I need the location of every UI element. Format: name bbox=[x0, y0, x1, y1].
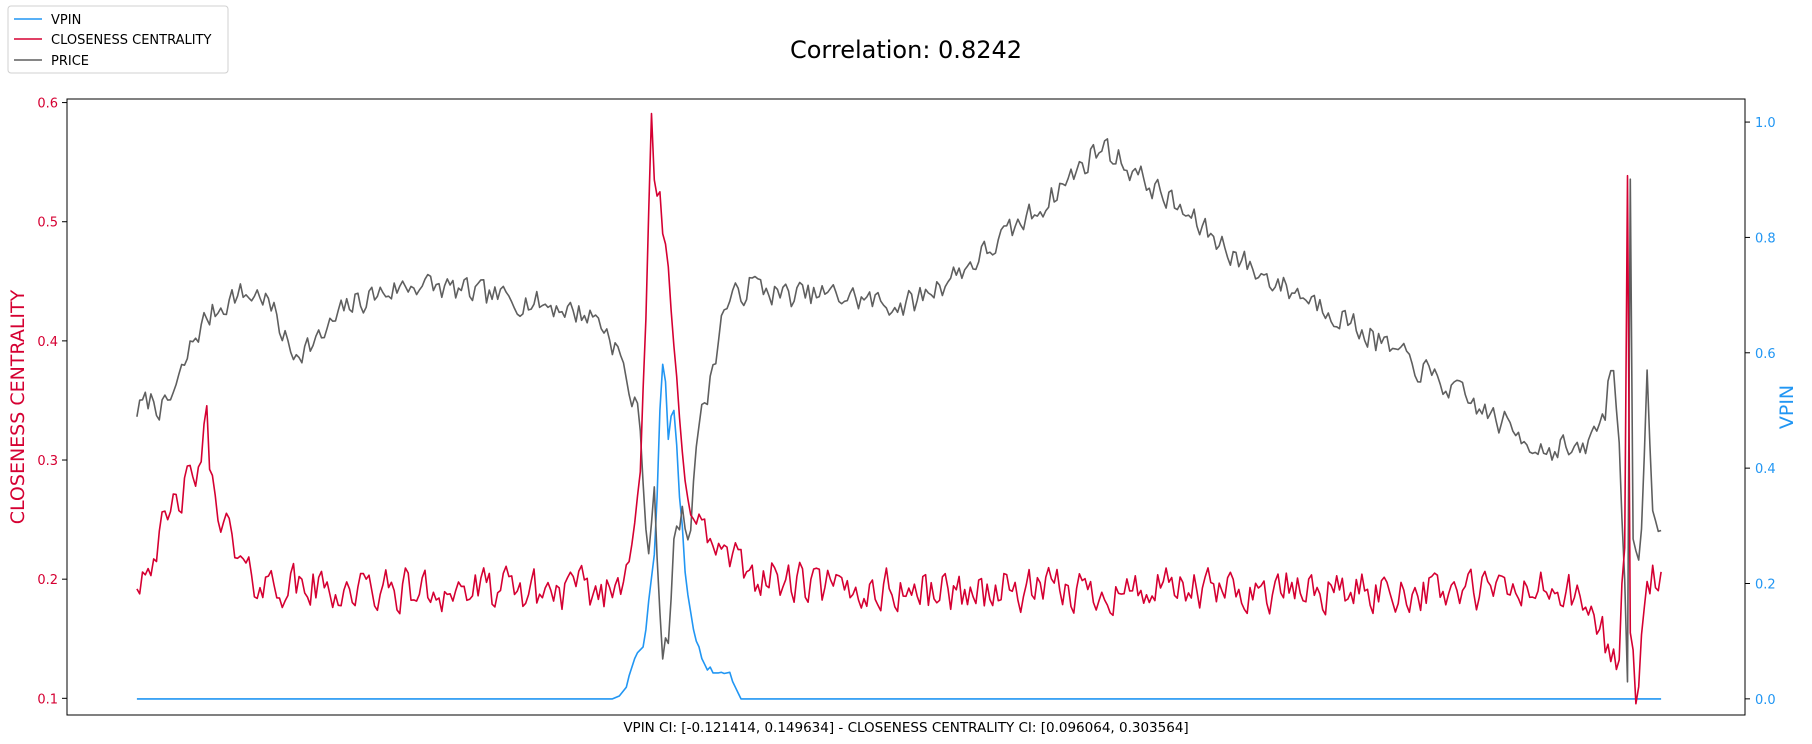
right-axis-label: VPIN bbox=[1776, 385, 1798, 429]
right-tick-label: 0.0 bbox=[1755, 693, 1776, 708]
legend: VPIN CLOSENESS CENTRALITY PRICE bbox=[7, 5, 229, 74]
legend-label-price: PRICE bbox=[51, 54, 89, 69]
plot-series bbox=[136, 112, 1662, 705]
x-axis-caption: VPIN CI: [-0.121414, 0.149634] - CLOSENE… bbox=[623, 720, 1188, 736]
right-tick-label: 1.0 bbox=[1755, 116, 1776, 131]
legend-frame bbox=[7, 5, 229, 74]
legend-label-closeness-centrality: CLOSENESS CENTRALITY bbox=[51, 33, 212, 48]
left-tick-label: 0.3 bbox=[37, 454, 58, 469]
left-tick-label: 0.6 bbox=[37, 97, 58, 112]
right-tick-label: 0.2 bbox=[1755, 577, 1776, 592]
right-tick-label: 0.6 bbox=[1755, 347, 1776, 362]
legend-label-vpin: VPIN bbox=[51, 13, 81, 28]
left-tick-label: 0.1 bbox=[37, 692, 58, 707]
series-line-price bbox=[136, 138, 1662, 683]
left-tick-label: 0.5 bbox=[37, 216, 58, 231]
left-axis-label: CLOSENESS CENTRALITY bbox=[7, 289, 29, 524]
right-tick-label: 0.8 bbox=[1755, 231, 1776, 246]
right-tick-label: 0.4 bbox=[1755, 462, 1776, 477]
left-tick-label: 0.4 bbox=[37, 335, 58, 350]
plot-frame bbox=[66, 98, 1746, 716]
series-line-closeness-centrality bbox=[136, 112, 1662, 705]
left-axis-ticks: 0.1 0.2 0.3 0.4 0.5 0.6 bbox=[37, 97, 67, 707]
chart-title: Correlation: 0.8242 bbox=[790, 36, 1022, 64]
right-axis-ticks: 0.0 0.2 0.4 0.6 0.8 1.0 bbox=[1745, 116, 1776, 708]
series-line-vpin bbox=[136, 363, 1662, 700]
left-tick-label: 0.2 bbox=[37, 573, 58, 588]
